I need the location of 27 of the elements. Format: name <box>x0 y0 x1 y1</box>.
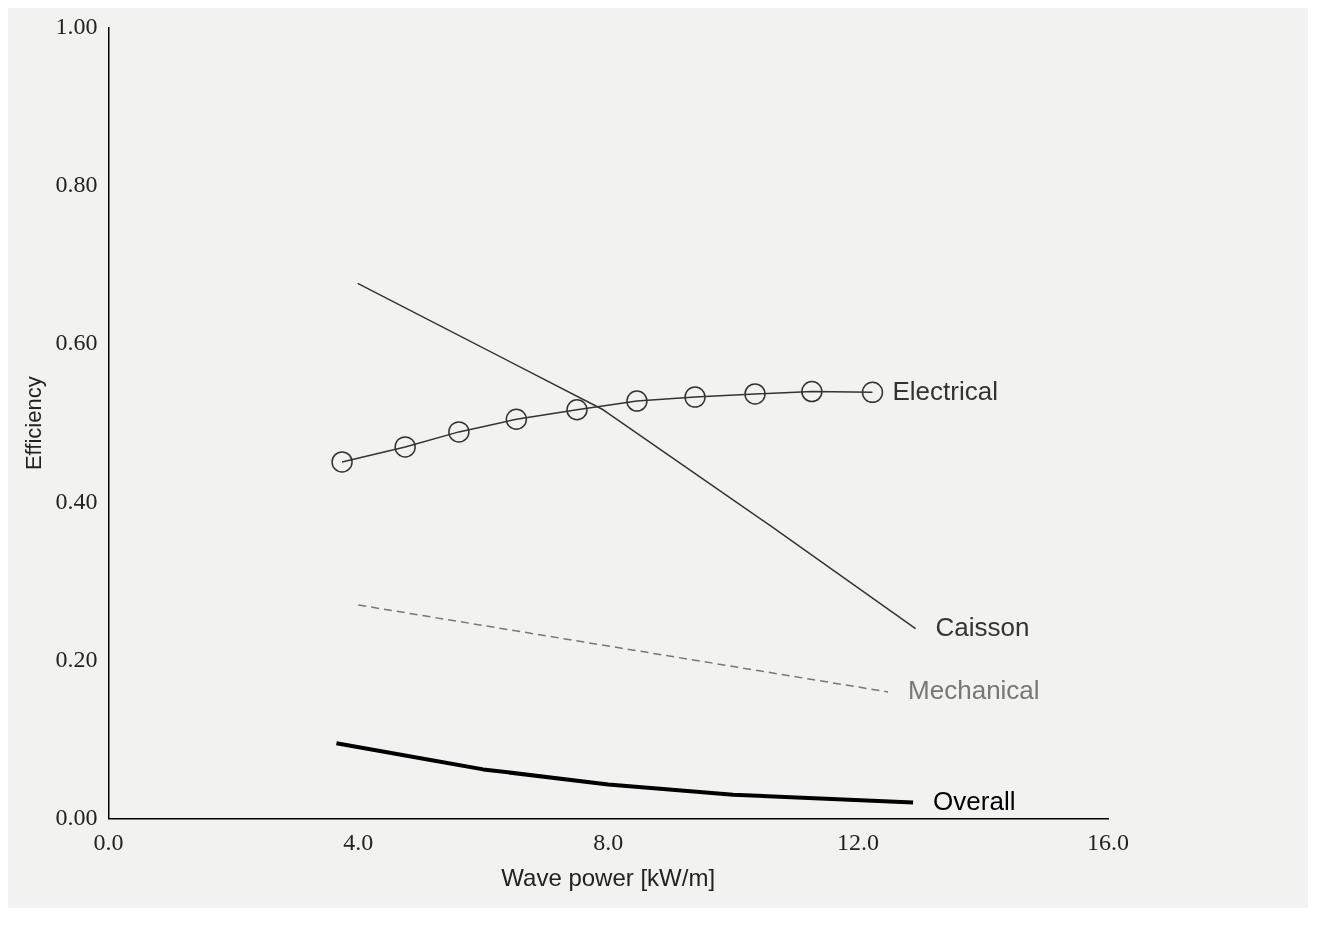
point <box>448 421 470 443</box>
series-label: Electrical <box>892 375 998 406</box>
y-axis-title: Efficiency <box>21 376 47 471</box>
y-tick-label: 1.00 <box>55 13 98 40</box>
y-tick-label: 0.00 <box>55 803 98 830</box>
point <box>744 383 766 405</box>
series-label: Caisson <box>935 611 1030 642</box>
x-axis-title: Wave power [kW/m] <box>501 864 716 892</box>
point <box>684 386 706 408</box>
point <box>801 380 823 403</box>
x-tick-label: 16.0 <box>1087 829 1129 856</box>
y-tick-label: 0.60 <box>55 329 98 356</box>
x-tick-label: 0.0 <box>93 829 124 856</box>
point <box>861 381 884 404</box>
y-tick-label: 0.20 <box>55 645 98 672</box>
point <box>626 390 648 412</box>
y-tick-label: 0.80 <box>55 171 98 198</box>
series-label: Overall <box>933 785 1016 816</box>
point <box>394 436 416 458</box>
x-tick-label: 12.0 <box>837 829 880 856</box>
point <box>331 451 353 473</box>
point <box>566 399 588 421</box>
series-label: Mechanical <box>908 675 1040 706</box>
y-tick-label: 0.40 <box>55 487 98 514</box>
point <box>505 408 528 430</box>
x-tick-label: 4.0 <box>343 829 374 856</box>
x-tick-label: 8.0 <box>593 829 624 856</box>
